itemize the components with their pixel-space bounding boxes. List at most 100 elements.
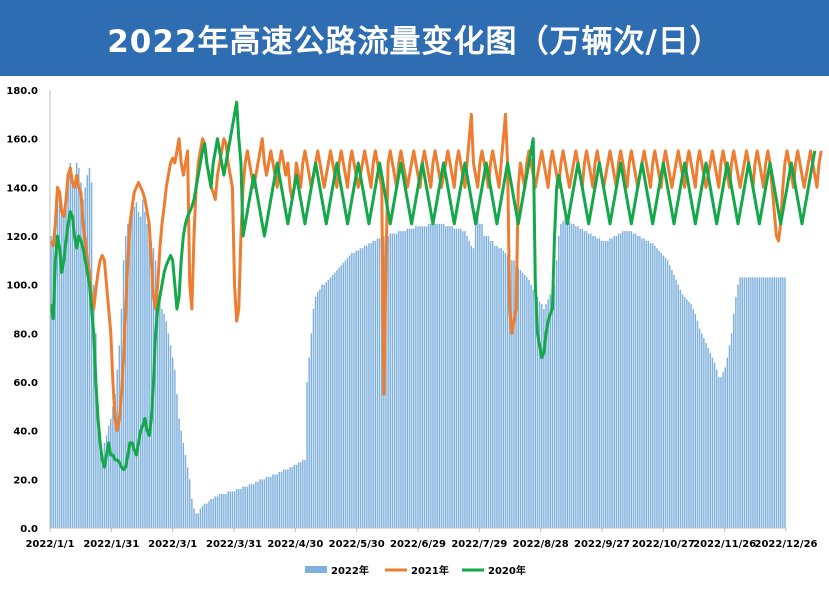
traffic-chart-svg: 0.0 20.0 40.0 60.0 80.0 100.0 120.0 140.0 160.0 1…: [6, 86, 823, 577]
bar-2022: [359, 248, 362, 529]
bar-2022: [718, 377, 720, 528]
bar-2022: [246, 486, 249, 528]
bar-2022: [581, 228, 584, 528]
bar-2022: [265, 476, 268, 528]
bar-2022: [609, 238, 611, 528]
bar-2022: [485, 236, 488, 528]
bar-2022: [750, 277, 752, 528]
bar-2022: [645, 240, 648, 528]
bar-2022: [135, 201, 138, 528]
bar-2022: [692, 309, 694, 528]
bar-2022: [530, 284, 532, 528]
bar-2022: [784, 277, 786, 528]
bar-2022: [99, 430, 101, 528]
bar-2022: [67, 175, 69, 529]
bar-2022: [336, 270, 338, 528]
bar-2022: [261, 479, 264, 528]
bar-2022: [500, 248, 502, 529]
bar-2022: [630, 231, 633, 528]
legend-swatch-2022: [305, 566, 327, 573]
bar-2022: [406, 228, 409, 528]
bar-2022: [184, 455, 187, 528]
bar-2022: [673, 274, 675, 528]
bar-2022: [203, 503, 206, 528]
bar-2022: [713, 362, 716, 528]
bar-2022: [82, 199, 84, 528]
bar-2022: [148, 236, 150, 528]
bar-2022: [380, 236, 383, 528]
bar-2022: [570, 223, 573, 528]
bar-2022: [97, 406, 99, 528]
bar-2022: [466, 236, 468, 528]
bar-2022: [604, 240, 607, 528]
bar-2022: [186, 467, 189, 528]
bar-2022: [344, 260, 347, 528]
bar-2022: [235, 489, 238, 528]
bar-2022: [412, 228, 415, 528]
bar-2022: [208, 501, 210, 528]
bar-2022: [118, 345, 121, 528]
bar-2022: [600, 240, 603, 528]
bar-2022: [707, 347, 709, 528]
bar-2022: [361, 248, 364, 529]
bar-2022: [107, 425, 110, 528]
bar-2022: [686, 299, 688, 528]
bar-2022: [553, 284, 556, 528]
bar-2022: [666, 260, 669, 528]
bar-2022: [777, 277, 780, 528]
x-tick-label: 2022/6/29: [390, 539, 446, 550]
bar-2022: [316, 291, 319, 528]
bar-2022: [764, 277, 767, 528]
bar-2022: [174, 369, 176, 528]
bar-2022: [587, 233, 590, 528]
bar-2022: [730, 333, 733, 528]
bar-2022: [220, 493, 223, 528]
bar-2022: [257, 481, 259, 528]
bar-2022: [357, 250, 360, 528]
x-tick-label: 2022/10/27: [632, 539, 695, 550]
bar-2022: [122, 260, 125, 528]
bar-2022: [329, 277, 332, 528]
bar-2022: [199, 508, 202, 528]
bar-2022: [299, 462, 302, 528]
bar-2022: [389, 233, 392, 528]
y-tick-label: 40.0: [13, 427, 38, 438]
bar-2022: [651, 243, 654, 529]
bar-2022: [722, 372, 724, 528]
x-tick-label: 2022/1/31: [83, 539, 139, 550]
bar-2022: [700, 333, 703, 528]
bar-2022: [178, 418, 180, 528]
bar-2022: [195, 513, 197, 528]
bar-2022: [71, 175, 74, 529]
bar-2022: [583, 231, 586, 528]
line-2020年: [49, 100, 817, 472]
bar-2022: [391, 233, 394, 528]
bar-2022: [212, 498, 214, 528]
bar-2022: [353, 253, 355, 528]
bar-2022: [137, 211, 140, 529]
bar-2022: [58, 192, 61, 528]
bar-2022: [366, 245, 368, 529]
bar-2022: [252, 484, 255, 528]
bar-2022: [782, 277, 784, 528]
bar-2022: [775, 277, 778, 528]
bar-2022: [447, 226, 449, 528]
bar-2022: [758, 277, 761, 528]
bar-2022: [103, 442, 106, 528]
bar-2022: [308, 357, 310, 528]
bar-2022: [677, 284, 680, 528]
bar-2022: [101, 455, 104, 528]
series-lines: [49, 100, 823, 472]
bar-2022: [319, 289, 321, 528]
bar-2022: [259, 479, 261, 528]
bar-2022: [218, 493, 221, 528]
bar-2022: [238, 489, 240, 528]
bar-2022: [86, 175, 89, 529]
bar-2022: [683, 296, 686, 528]
bar-2022: [312, 309, 315, 528]
bar-2022: [242, 486, 244, 528]
bar-2022: [596, 238, 598, 528]
bar-2022: [444, 226, 447, 528]
x-tick-label: 2022/12/26: [755, 539, 818, 550]
bar-2022: [182, 442, 185, 528]
